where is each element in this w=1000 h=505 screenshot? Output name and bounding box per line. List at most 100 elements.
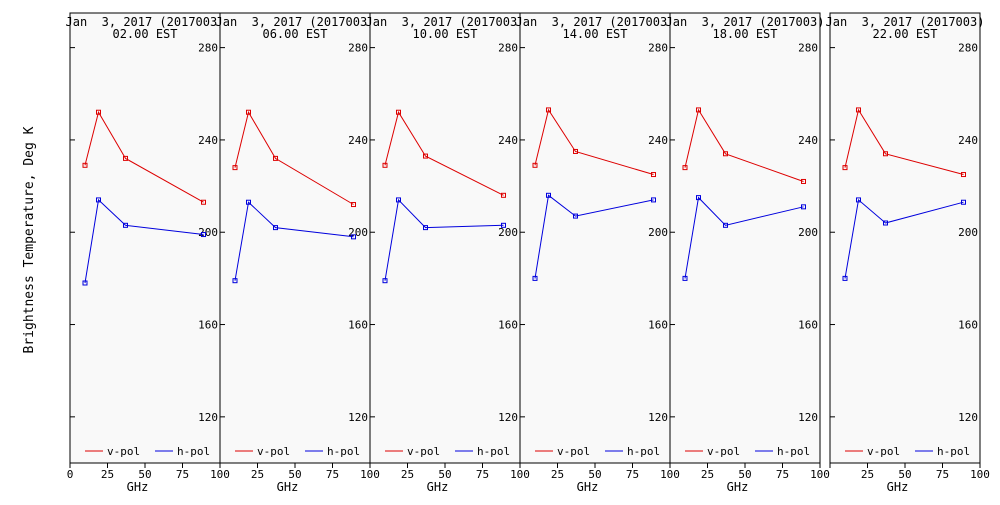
- data-point-h-pol: [573, 213, 578, 219]
- y-tick-label: 280: [648, 42, 668, 55]
- x-tick-label: 100: [210, 468, 230, 481]
- data-point-v-pol: [351, 202, 356, 208]
- data-point-v-pol: [883, 151, 888, 157]
- y-tick-label: 240: [498, 134, 518, 147]
- data-point-v-pol: [273, 155, 278, 161]
- legend-label-v-pol: v-pol: [707, 445, 740, 458]
- panel-time-label: 18.00 EST: [712, 27, 777, 41]
- x-tick-label: 25: [251, 468, 264, 481]
- y-tick-label: 280: [798, 42, 818, 55]
- data-point-v-pol: [382, 162, 388, 168]
- legend-label-h-pol: h-pol: [477, 445, 510, 458]
- data-point-h-pol: [273, 225, 278, 231]
- panel-date-label: Jan 3, 2017 (2017003): [826, 15, 985, 29]
- legend-label-v-pol: v-pol: [407, 445, 440, 458]
- x-tick-label: 75: [176, 468, 189, 481]
- y-tick-label: 240: [958, 134, 978, 147]
- y-tick-label: 200: [198, 226, 218, 239]
- data-point-h-pol: [96, 197, 101, 203]
- data-point-h-pol: [532, 275, 538, 281]
- data-point-h-pol: [682, 275, 688, 281]
- data-point-v-pol: [723, 151, 728, 157]
- x-axis-label: GHz: [887, 480, 909, 494]
- x-tick-label: 100: [970, 468, 990, 481]
- x-tick-label: 50: [898, 468, 911, 481]
- panel-date-label: Jan 3, 2017 (2017003): [216, 15, 375, 29]
- y-tick-label: 240: [348, 134, 368, 147]
- data-point-h-pol: [842, 275, 848, 281]
- panel-time-label: 14.00 EST: [562, 27, 627, 41]
- data-point-h-pol: [723, 222, 728, 228]
- y-tick-label: 160: [198, 319, 218, 332]
- legend-label-h-pol: h-pol: [937, 445, 970, 458]
- x-tick-label: 75: [936, 468, 949, 481]
- data-point-v-pol: [123, 155, 128, 161]
- data-point-v-pol: [82, 162, 88, 168]
- x-axis-label: GHz: [577, 480, 599, 494]
- data-point-h-pol: [246, 199, 251, 205]
- data-point-h-pol: [351, 234, 356, 240]
- y-tick-label: 280: [348, 42, 368, 55]
- panel-date-label: Jan 3, 2017 (2017003): [666, 15, 825, 29]
- panel-time-label: 02.00 EST: [112, 27, 177, 41]
- data-point-h-pol: [801, 204, 806, 210]
- panel-date-label: Jan 3, 2017 (2017003): [366, 15, 525, 29]
- series-line-v-pol: [234, 110, 354, 205]
- panel-time-label: 06.00 EST: [262, 27, 327, 41]
- x-tick-label: 75: [776, 468, 789, 481]
- panel-time-label: 22.00 EST: [872, 27, 937, 41]
- data-point-h-pol: [961, 199, 966, 205]
- series-line-v-pol: [384, 110, 504, 196]
- data-point-v-pol: [96, 109, 101, 115]
- data-point-v-pol: [232, 165, 238, 171]
- data-point-h-pol: [201, 232, 206, 238]
- panel-frame: [369, 12, 521, 464]
- data-point-h-pol: [232, 278, 238, 284]
- data-point-h-pol: [501, 222, 506, 228]
- y-tick-label: 160: [798, 319, 818, 332]
- x-tick-label: 50: [138, 468, 151, 481]
- x-tick-label: 50: [438, 468, 451, 481]
- legend-label-h-pol: h-pol: [777, 445, 810, 458]
- data-point-h-pol: [546, 192, 551, 198]
- panel-frame: [669, 12, 821, 464]
- series-line-h-pol: [534, 194, 654, 279]
- panel-time-label: 10.00 EST: [412, 27, 477, 41]
- y-tick-label: 160: [648, 319, 668, 332]
- panel-date-label: Jan 3, 2017 (2017003): [516, 15, 675, 29]
- series-line-v-pol: [844, 108, 964, 175]
- data-point-v-pol: [651, 172, 656, 178]
- data-point-v-pol: [532, 162, 538, 168]
- legend-label-v-pol: v-pol: [867, 445, 900, 458]
- x-tick-label: 100: [510, 468, 530, 481]
- y-tick-label: 280: [198, 42, 218, 55]
- y-tick-label: 200: [958, 226, 978, 239]
- x-tick-label: 50: [288, 468, 301, 481]
- y-tick-label: 120: [648, 411, 668, 424]
- data-point-v-pol: [842, 165, 848, 171]
- data-point-h-pol: [423, 225, 428, 231]
- y-tick-label: 280: [958, 42, 978, 55]
- y-tick-label: 120: [498, 411, 518, 424]
- x-axis-label: GHz: [427, 480, 449, 494]
- y-tick-label: 120: [958, 411, 978, 424]
- legend-label-h-pol: h-pol: [327, 445, 360, 458]
- x-tick-label: 100: [660, 468, 680, 481]
- data-point-v-pol: [246, 109, 251, 115]
- y-tick-label: 160: [498, 319, 518, 332]
- data-point-v-pol: [501, 192, 506, 198]
- legend-label-v-pol: v-pol: [557, 445, 590, 458]
- x-tick-label: 50: [738, 468, 751, 481]
- series-line-v-pol: [84, 110, 204, 203]
- legend-label-h-pol: h-pol: [177, 445, 210, 458]
- x-axis-label: GHz: [277, 480, 299, 494]
- x-tick-label: 25: [701, 468, 714, 481]
- x-axis-label: GHz: [727, 480, 749, 494]
- x-tick-label: 25: [101, 468, 114, 481]
- panel-frame: [219, 12, 371, 464]
- y-tick-label: 200: [798, 226, 818, 239]
- y-axis-label: Brightness Temperature, Deg K: [22, 126, 37, 353]
- y-tick-label: 160: [348, 319, 368, 332]
